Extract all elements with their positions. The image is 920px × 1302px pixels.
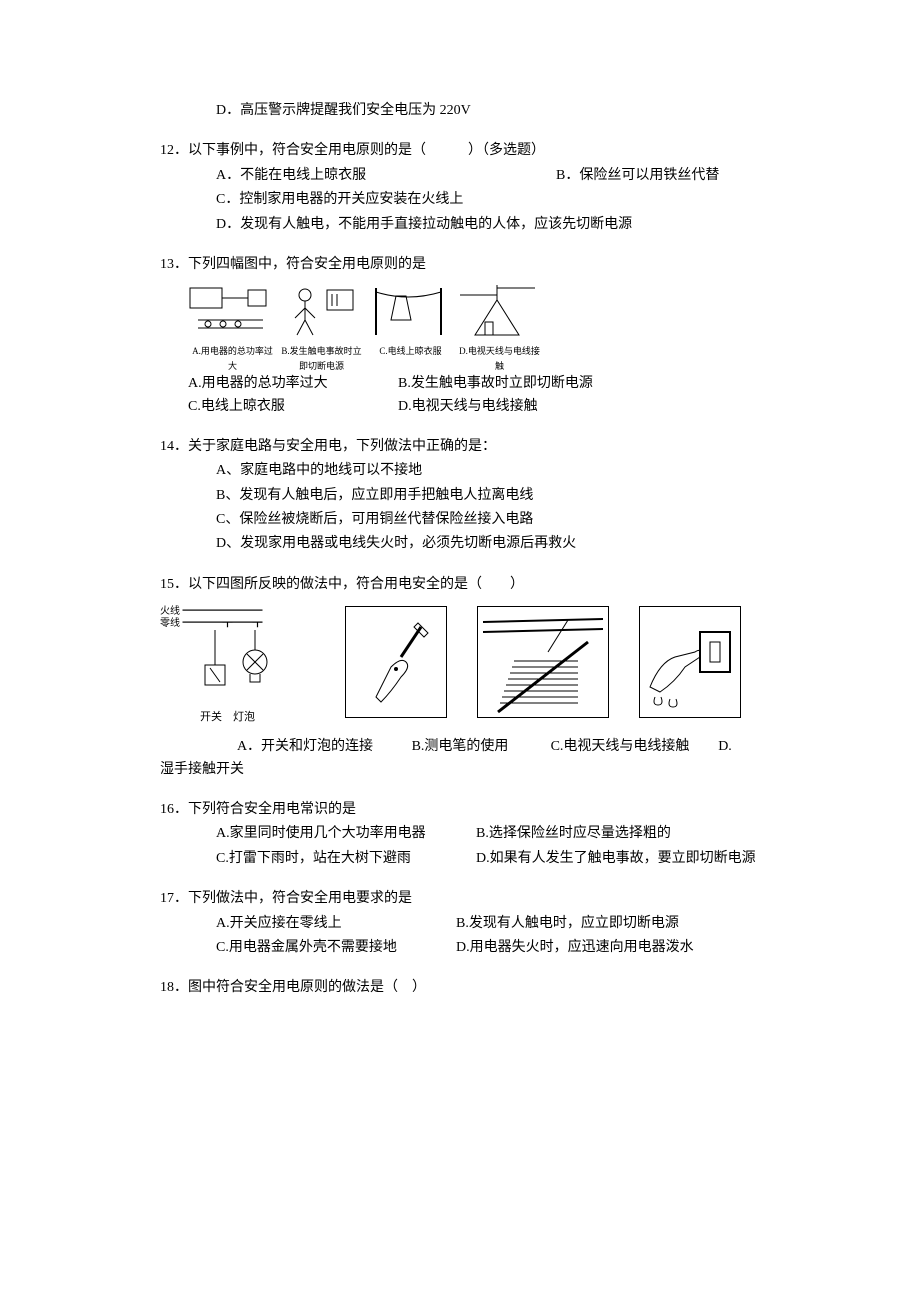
q13-stem: 13．下列四幅图中，符合安全用电原则的是	[160, 254, 780, 276]
bulb-label: 灯泡	[233, 711, 255, 723]
q13-figures	[188, 280, 780, 340]
stem-text: 图中符合安全用电原则的做法是（ ）	[188, 980, 426, 995]
q14: 14．关于家庭电路与安全用电，下列做法中正确的是： A、家庭电路中的地线可以不接…	[160, 436, 780, 556]
q15-option-b: B.测电笔的使用	[390, 736, 530, 758]
q16-row-ab: A.家里同时使用几个大功率用电器 B.选择保险丝时应尽量选择粗的	[216, 823, 780, 845]
q12-option-d: D．发现有人触电，不能用手直接拉动触电的人体，应该先切断电源	[216, 214, 780, 236]
q15: 15．以下四图所反映的做法中，符合用电安全的是（ ） 火线 ━━━━━━━━ 零…	[160, 574, 780, 781]
q15-option-a: A．开关和灯泡的连接	[220, 736, 390, 758]
stem-text: 以下事例中，符合安全用电原则的是（ ）（多选题）	[188, 143, 545, 158]
neutral-wire-label: 零线	[160, 618, 180, 629]
q12: 12．以下事例中，符合安全用电原则的是（ ）（多选题） A．不能在电线上晾衣服 …	[160, 140, 780, 236]
q15-option-row: A．开关和灯泡的连接 B.测电笔的使用 C.电视天线与电线接触 D.	[160, 736, 780, 758]
under-labels: 开关 灯泡	[160, 709, 315, 727]
q16-row-cd: C.打雷下雨时，站在大树下避雨 D.如果有人发生了触电事故，要立即切断电源	[216, 848, 780, 870]
q18-stem: 18．图中符合安全用电原则的做法是（ ）	[160, 977, 780, 999]
live-wire-label: 火线	[160, 606, 180, 617]
q15-option-d-trail: 湿手接触开关	[160, 759, 780, 781]
q17-row-ab: A.开关应接在零线上 B.发现有人触电时，应立即切断电源	[216, 913, 780, 935]
q13-fig-a	[188, 280, 273, 340]
q-number: 18．	[160, 980, 188, 995]
stem-text: 下列符合安全用电常识的是	[188, 802, 356, 817]
q-number: 17．	[160, 891, 188, 906]
q15-fig-d	[639, 606, 741, 718]
q15-fig-c	[477, 606, 609, 718]
q17-option-a: A.开关应接在零线上	[216, 913, 456, 935]
q13-option-a: A.用电器的总功率过大	[188, 373, 398, 395]
q17-option-b: B.发现有人触电时，应立即切断电源	[456, 913, 780, 935]
q15-stem: 15．以下四图所反映的做法中，符合用电安全的是（ ）	[160, 574, 780, 596]
q13-option-d: D.电视天线与电线接触	[398, 396, 538, 418]
q18: 18．图中符合安全用电原则的做法是（ ）	[160, 977, 780, 999]
q13-row-ab: A.用电器的总功率过大 B.发生触电事故时立即切断电源	[188, 373, 780, 395]
option-text: 高压警示牌提醒我们安全电压为 220V	[240, 103, 471, 118]
q14-stem: 14．关于家庭电路与安全用电，下列做法中正确的是：	[160, 436, 780, 458]
stem-text: 下列做法中，符合安全用电要求的是	[188, 891, 412, 906]
wet-hand-switch-icon	[640, 607, 740, 717]
cap-c: C.电线上晾衣服	[366, 344, 455, 373]
q14-option-a: A、家庭电路中的地线可以不接地	[216, 460, 780, 482]
cutpower-icon	[277, 280, 362, 340]
overload-icon	[188, 280, 273, 340]
exam-page: D．高压警示牌提醒我们安全电压为 220V 12．以下事例中，符合安全用电原则的…	[0, 0, 920, 1302]
q16-option-c: C.打雷下雨时，站在大树下避雨	[216, 848, 476, 870]
q-number: 15．	[160, 577, 188, 592]
antenna-wire-icon	[455, 280, 540, 340]
q15-option-c: C.电视天线与电线接触	[530, 736, 710, 758]
q17-row-cd: C.用电器金属外壳不需要接地 D.用电器失火时，应迅速向用电器泼水	[216, 937, 780, 959]
circuit-labels: 火线 ━━━━━━━━ 零线 ━━━━┳━━┳	[160, 606, 315, 630]
cap-d: D.电视天线与电线接触	[455, 344, 544, 373]
switch-bulb-circuit-icon	[160, 630, 315, 700]
q13-fig-d	[455, 280, 540, 340]
q12-row-ab: A．不能在电线上晾衣服 B．保险丝可以用铁丝代替	[216, 165, 780, 187]
q16-option-a: A.家里同时使用几个大功率用电器	[216, 823, 476, 845]
q15-fig-a: 火线 ━━━━━━━━ 零线 ━━━━┳━━┳ 开关 灯泡	[160, 606, 315, 726]
q14-option-d: D、发现家用电器或电线失火时，必须先切断电源后再救火	[216, 533, 780, 555]
q13-fig-captions: A.用电器的总功率过大 B.发生触电事故时立即切断电源 C.电线上晾衣服 D.电…	[188, 344, 780, 373]
q-number: 16．	[160, 802, 188, 817]
q13-row-cd: C.电线上晾衣服 D.电视天线与电线接触	[188, 396, 780, 418]
q11-option-d: D．高压警示牌提醒我们安全电压为 220V	[216, 100, 780, 122]
q15-figures: 火线 ━━━━━━━━ 零线 ━━━━┳━━┳ 开关 灯泡	[160, 606, 780, 726]
stem-text: 关于家庭电路与安全用电，下列做法中正确的是：	[188, 439, 496, 454]
q12-option-c: C．控制家用电器的开关应安装在火线上	[216, 189, 780, 211]
q-number: 13．	[160, 257, 188, 272]
cap-a: A.用电器的总功率过大	[188, 344, 277, 373]
q17: 17．下列做法中，符合安全用电要求的是 A.开关应接在零线上 B.发现有人触电时…	[160, 888, 780, 959]
switch-label: 开关	[200, 711, 222, 723]
q14-option-b: B、发现有人触电后，应立即用手把触电人拉离电线	[216, 485, 780, 507]
q13-fig-b	[277, 280, 362, 340]
q12-option-a: A．不能在电线上晾衣服	[216, 165, 556, 187]
q15-fig-b	[345, 606, 447, 718]
cap-b: B.发生触电事故时立即切断电源	[277, 344, 366, 373]
tv-antenna-wire-icon	[478, 607, 608, 717]
q17-stem: 17．下列做法中，符合安全用电要求的是	[160, 888, 780, 910]
stem-text: 以下四图所反映的做法中，符合用电安全的是（ ）	[188, 577, 524, 592]
q13-fig-c	[366, 280, 451, 340]
q-number: 12．	[160, 143, 188, 158]
clothes-on-wire-icon	[366, 280, 451, 340]
q16-stem: 16．下列符合安全用电常识的是	[160, 799, 780, 821]
q17-option-c: C.用电器金属外壳不需要接地	[216, 937, 456, 959]
q12-stem: 12．以下事例中，符合安全用电原则的是（ ）（多选题）	[160, 140, 780, 162]
q16: 16．下列符合安全用电常识的是 A.家里同时使用几个大功率用电器 B.选择保险丝…	[160, 799, 780, 870]
stem-text: 下列四幅图中，符合安全用电原则的是	[188, 257, 426, 272]
q17-option-d: D.用电器失火时，应迅速向用电器泼水	[456, 937, 780, 959]
q15-option-d: D.	[710, 736, 740, 758]
q14-option-c: C、保险丝被烧断后，可用铜丝代替保险丝接入电路	[216, 509, 780, 531]
q16-option-d: D.如果有人发生了触电事故，要立即切断电源	[476, 848, 780, 870]
q16-option-b: B.选择保险丝时应尽量选择粗的	[476, 823, 780, 845]
q12-option-b: B．保险丝可以用铁丝代替	[556, 165, 780, 187]
q11-remainder: D．高压警示牌提醒我们安全电压为 220V	[160, 100, 780, 122]
q13-option-b: B.发生触电事故时立即切断电源	[398, 373, 593, 395]
q13: 13．下列四幅图中，符合安全用电原则的是	[160, 254, 780, 418]
option-label: D．	[216, 103, 240, 118]
test-pen-icon	[346, 607, 446, 717]
q-number: 14．	[160, 439, 188, 454]
q13-option-c: C.电线上晾衣服	[188, 396, 398, 418]
